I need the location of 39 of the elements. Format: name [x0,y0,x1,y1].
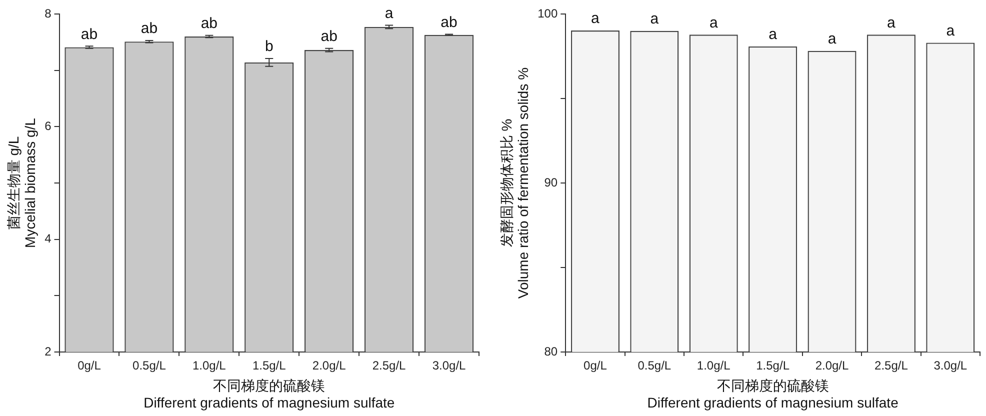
annotation: ab [320,28,338,46]
x-tick-label: 3.0g/L [934,358,968,373]
x-axis-title: 不同梯度的硫酸镁 Different gradients of magnesium sulfate [647,378,899,410]
y-tick-label: 80 [544,344,558,358]
y-tick-label: 4 [44,232,52,246]
annotation: a [591,10,600,28]
y-tick-label: 8 [44,6,52,20]
y-tick-label: 6 [44,118,52,133]
x-tick-label: 3.0g/L [432,358,466,373]
annotation: a [768,26,778,44]
y-tick-label: 2 [44,344,52,358]
annotation: b [264,38,274,56]
x-axis-title: 不同梯度的硫酸镁 Different gradients of magnesium sulfate [144,378,395,410]
y-axis-title: 发酵固形物体积比 % Volume ratio of fermentation solids % [498,67,532,299]
annotation: a [946,22,956,40]
y-tick-label: 100 [538,6,558,20]
annotation: a [828,30,837,48]
x-tick-label: 2.5g/L [372,358,406,373]
annotation: a [650,10,660,28]
x-tick-label: 1.5g/L [756,358,790,373]
x-tick-label: 1.0g/L [696,358,731,373]
x-tick-label: 2.5g/L [874,358,908,373]
y-axis-title: 菌丝生物量 g/L Mycelial biomass g/L [5,118,38,248]
x-tick-label: 0.5g/L [638,358,672,373]
annotation: a [887,14,896,32]
x-tick-label: 2.0g/L [815,358,850,373]
annotation: a [384,4,394,22]
y-tick-label: 90 [544,175,558,190]
annotation: ab [440,14,458,31]
x-tick-label: 0g/L [584,358,608,373]
x-tick-label: 1.0g/L [192,358,226,373]
x-tick-label: 1.5g/L [252,358,286,373]
annotation: ab [80,26,98,43]
x-tick-label: 0.5g/L [132,358,166,373]
annotation: ab [140,20,158,38]
annotation: ab [200,15,218,32]
x-tick-label: 2.0g/L [312,358,346,373]
annotation: a [709,14,718,32]
x-tick-label: 0g/L [78,358,102,373]
